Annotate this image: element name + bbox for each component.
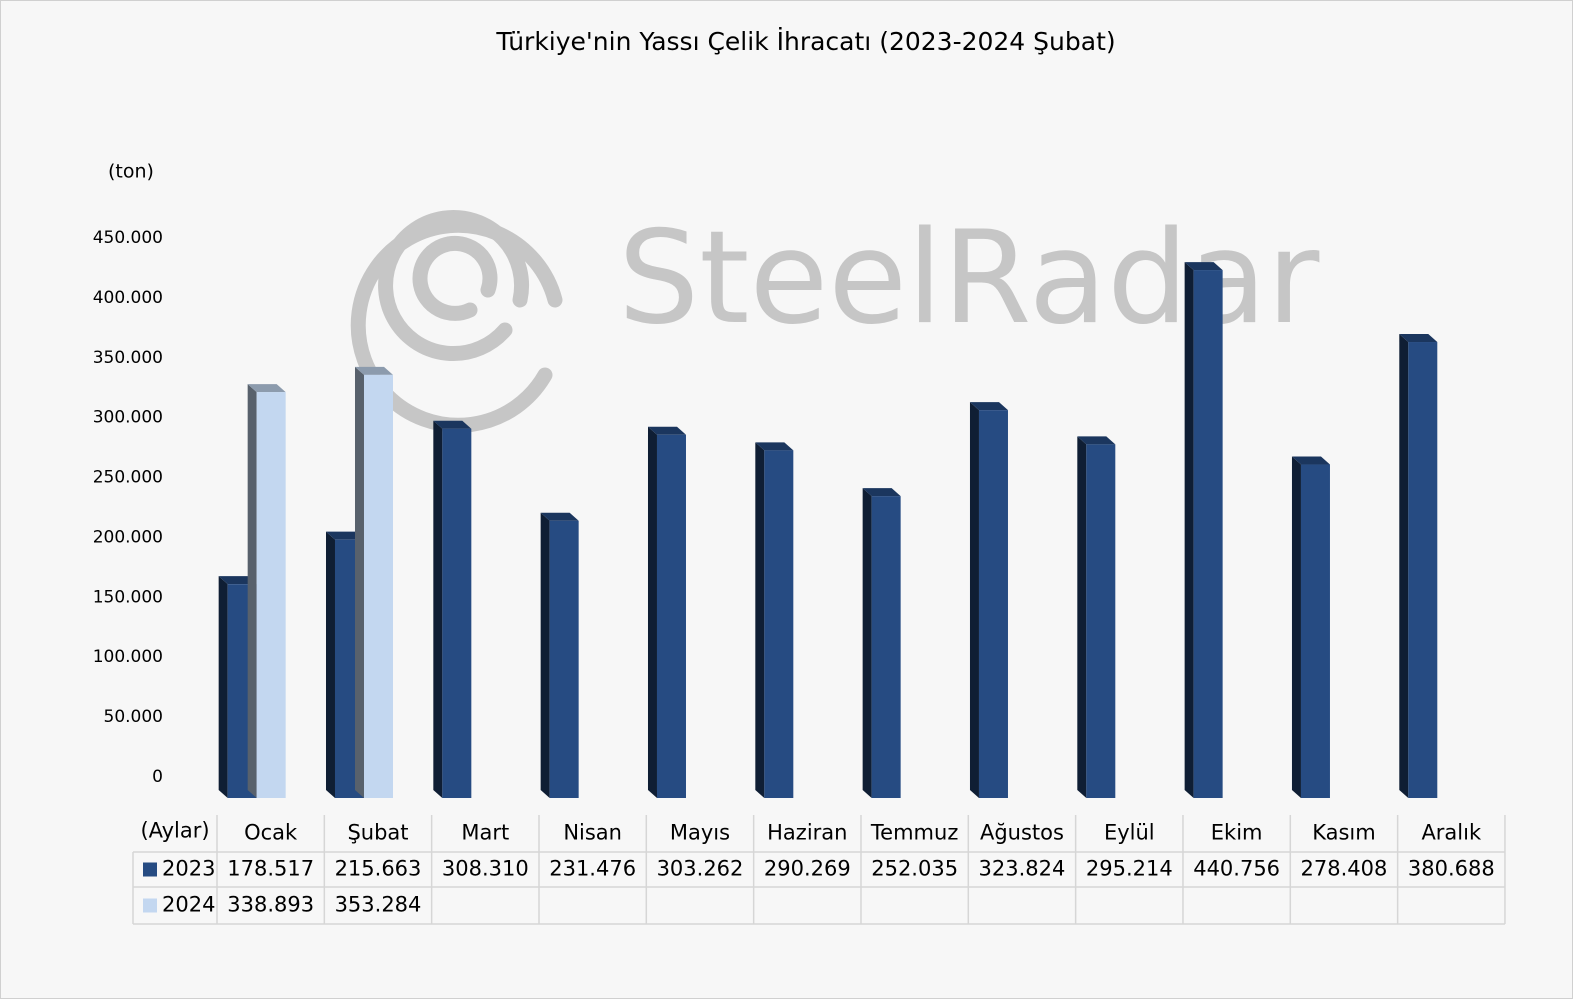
category-label: Ağustos xyxy=(980,821,1064,845)
y-tick-label: 250.000 xyxy=(93,468,163,488)
y-tick-label: 150.000 xyxy=(93,587,163,607)
y-tick-label: 50.000 xyxy=(104,707,163,727)
bar-top xyxy=(540,512,579,521)
category-label: Nisan xyxy=(563,821,622,845)
bar xyxy=(764,450,794,798)
category-label: Şubat xyxy=(347,821,408,845)
bar-top xyxy=(433,420,472,429)
bar-top xyxy=(755,442,794,451)
y-tick-label: 200.000 xyxy=(93,527,163,547)
bar-side xyxy=(1291,456,1301,798)
bar-top xyxy=(247,384,286,393)
y-tick-label: 400.000 xyxy=(93,288,163,308)
table-value: 178.517 xyxy=(227,857,314,881)
bar-top xyxy=(325,531,364,540)
table-header: (Aylar) xyxy=(140,819,209,843)
bar xyxy=(1408,342,1438,798)
bar-side xyxy=(433,420,443,798)
bar xyxy=(978,410,1008,798)
table-value: 323.824 xyxy=(979,857,1066,881)
category-label: Ekim xyxy=(1211,821,1263,845)
logo-arc xyxy=(412,235,498,321)
y-tick-label: 0 xyxy=(152,767,163,787)
table-value: 380.688 xyxy=(1408,857,1495,881)
bar-side xyxy=(647,426,657,798)
bar-side xyxy=(247,384,257,798)
table-value: 290.269 xyxy=(764,857,851,881)
bar-top xyxy=(647,426,686,435)
bar-side xyxy=(325,531,335,798)
bar xyxy=(1193,270,1223,798)
bar-side xyxy=(969,402,979,798)
category-label: Mayıs xyxy=(670,821,730,845)
bar-side xyxy=(1077,436,1087,798)
y-axis-label: (ton) xyxy=(108,161,154,183)
table-value: 295.214 xyxy=(1086,857,1173,881)
category-label: Eylül xyxy=(1104,821,1155,845)
bar xyxy=(549,520,579,798)
bar xyxy=(256,392,286,798)
bar-top xyxy=(862,488,901,497)
bar xyxy=(656,434,686,798)
legend-swatch xyxy=(143,862,157,877)
bars xyxy=(218,262,1438,798)
bar-side xyxy=(540,512,550,798)
bar-top xyxy=(1399,334,1438,343)
category-label: Kasım xyxy=(1312,821,1376,845)
bar-side xyxy=(1184,262,1194,798)
category-label: Temmuz xyxy=(870,821,958,845)
table-value: 440.756 xyxy=(1193,857,1280,881)
y-tick-label: 450.000 xyxy=(93,228,163,248)
data-table: Ocak 178.517 338.893 Şubat 215.663 353.284 Mar… xyxy=(132,815,1506,925)
bar-side xyxy=(862,488,872,798)
bar-top xyxy=(218,576,257,585)
category-label: Aralık xyxy=(1421,821,1482,845)
y-tick-label: 350.000 xyxy=(93,348,163,368)
bar-top xyxy=(1077,436,1116,445)
bar xyxy=(1300,464,1330,798)
bar-top xyxy=(354,366,393,375)
y-tick-label: 300.000 xyxy=(93,408,163,428)
bar xyxy=(1086,444,1116,798)
y-tick-label: 100.000 xyxy=(93,647,163,667)
category-label: Haziran xyxy=(767,821,847,845)
bar-top xyxy=(1184,262,1223,271)
bar xyxy=(871,496,901,798)
table-value: 231.476 xyxy=(549,857,636,881)
table-value: 308.310 xyxy=(442,857,529,881)
bar-side xyxy=(755,442,765,798)
bar xyxy=(442,428,472,798)
bar xyxy=(363,374,393,798)
watermark-logo xyxy=(350,210,563,433)
category-label: Mart xyxy=(461,821,509,845)
table-value: 338.893 xyxy=(227,893,314,917)
table-value: 353.284 xyxy=(335,893,422,917)
bar-side xyxy=(1399,334,1409,798)
table-value: 303.262 xyxy=(657,857,744,881)
legend-swatch xyxy=(143,898,157,913)
legend-label: 2023 xyxy=(162,857,215,881)
bar-side xyxy=(218,576,228,798)
chart-title: Türkiye'nin Yassı Çelik İhracatı (2023-2… xyxy=(495,27,1115,56)
category-label: Ocak xyxy=(244,821,298,845)
logo-arc xyxy=(378,210,530,361)
bar-top xyxy=(1291,456,1330,465)
bar-top xyxy=(969,402,1008,411)
table-value: 252.035 xyxy=(871,857,958,881)
table-value: 215.663 xyxy=(335,857,422,881)
legend-label: 2024 xyxy=(162,893,215,917)
table-value: 278.408 xyxy=(1301,857,1388,881)
bar-side xyxy=(354,366,364,798)
